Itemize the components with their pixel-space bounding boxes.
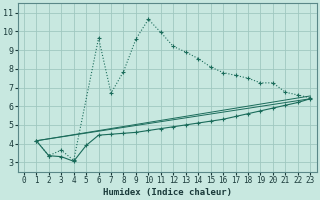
X-axis label: Humidex (Indice chaleur): Humidex (Indice chaleur) bbox=[103, 188, 232, 197]
